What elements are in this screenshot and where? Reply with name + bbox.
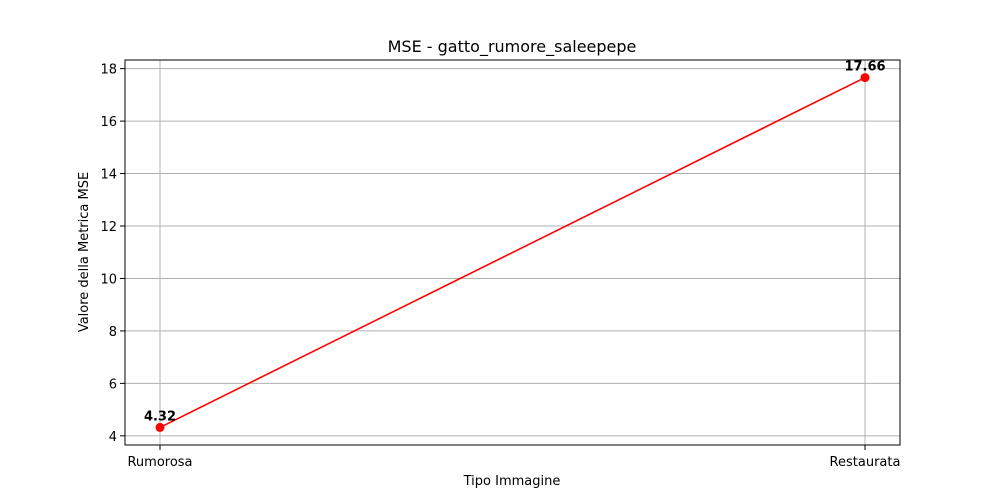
series-layer: 4.32 17.66 <box>144 60 886 432</box>
data-point <box>155 422 165 432</box>
data-point <box>860 73 870 83</box>
y-tick-label: 8 <box>109 325 117 340</box>
chart-title: MSE - gatto_rumore_saleepepe <box>388 37 637 57</box>
y-tick-label: 18 <box>100 63 117 78</box>
y-tick-label: 10 <box>100 272 117 287</box>
data-label: 17.66 <box>844 60 885 75</box>
x-tick-label: Rumorosa <box>127 455 192 470</box>
y-tick-label: 4 <box>109 430 117 445</box>
grid-lines <box>125 60 900 445</box>
y-tick-label: 12 <box>100 220 117 235</box>
plot-frame <box>124 59 901 446</box>
y-tick-label: 14 <box>100 168 117 183</box>
x-axis-label: Tipo Immagine <box>463 474 561 489</box>
y-axis-ticks: 4 6 8 10 12 14 16 18 <box>100 63 125 445</box>
data-label: 4.32 <box>144 409 176 424</box>
y-tick-label: 6 <box>109 377 117 392</box>
y-tick-label: 16 <box>100 115 117 130</box>
x-tick-label: Restaurata <box>830 455 901 470</box>
x-axis-ticks: Rumorosa Restaurata <box>127 445 900 470</box>
series-line <box>159 76 866 429</box>
y-axis-label: Valore della Metrica MSE <box>77 172 92 332</box>
